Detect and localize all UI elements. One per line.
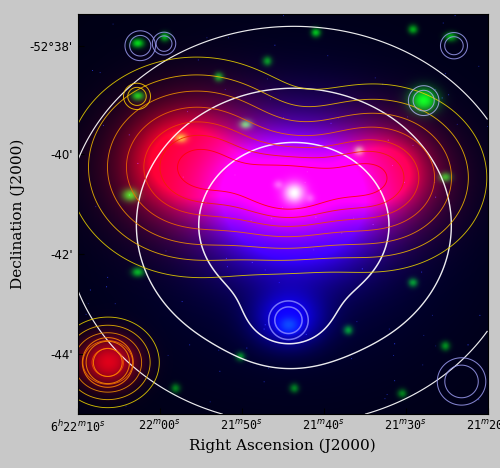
X-axis label: Right Ascension (J2000): Right Ascension (J2000) [189, 439, 376, 453]
Y-axis label: Declination (J2000): Declination (J2000) [11, 139, 26, 289]
